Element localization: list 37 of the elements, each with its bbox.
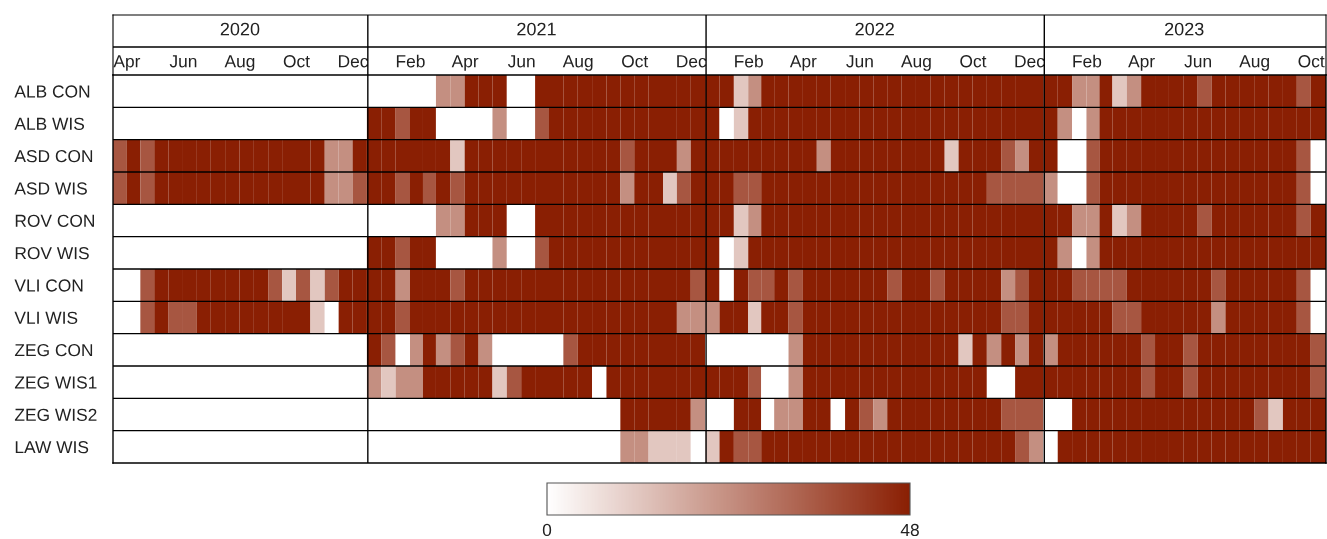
- x-tick-label: Apr: [451, 55, 479, 71]
- x-tick-label: Apr: [789, 55, 817, 71]
- x-tick-label: Oct: [1298, 55, 1325, 68]
- x-tick-label: Apr: [1128, 55, 1155, 71]
- x2-tick-label: 2021: [517, 22, 556, 36]
- x-tick-label: Jun: [1184, 55, 1211, 68]
- y-tick-label: ALB CON: [14, 85, 90, 98]
- x2-tick-label: 2022: [855, 22, 894, 36]
- y-tick-label: ROV WIS: [15, 247, 89, 260]
- y-tick-label: ALB WIS: [14, 117, 85, 130]
- x-tick-label: Feb: [1073, 54, 1102, 68]
- y-tick-label: ZEG WIS1: [14, 376, 97, 389]
- x-tick-label: Oct: [960, 55, 987, 68]
- y-tick-label: LAW WIS: [15, 441, 89, 454]
- y-tick-label: VLI WIS: [14, 311, 78, 324]
- y-tick-label: ASD WIS: [14, 182, 87, 195]
- y-tick-label: ASD CON: [14, 150, 93, 163]
- x2-tick-label: 2020: [220, 22, 260, 36]
- y-tick-label: VLI CON: [14, 279, 83, 292]
- x-tick-label: Jun: [846, 55, 873, 68]
- x-tick-label: Oct: [622, 55, 649, 68]
- x-tick-label: Jun: [169, 55, 197, 68]
- x-tick-label: Feb: [396, 54, 425, 68]
- x2-tick-label: 2023: [1165, 22, 1204, 36]
- x-tick-label: Aug: [224, 55, 255, 71]
- y-tick-label: ZEG CON: [14, 344, 93, 357]
- color-bar-label: 0: [542, 523, 552, 537]
- x-tick-label: Aug: [562, 55, 593, 71]
- color-bar-label: 48: [900, 523, 919, 537]
- x-tick-label: Feb: [735, 54, 763, 68]
- x-tick-label: Aug: [901, 55, 931, 71]
- x-tick-label: Dec: [1015, 55, 1045, 68]
- x-tick-label: Oct: [283, 55, 310, 68]
- x-tick-label: Aug: [1239, 55, 1269, 71]
- x-tick-label: Jun: [507, 55, 535, 68]
- y-tick-label: ZEG WIS2: [14, 408, 97, 421]
- y-tick-label: ROV CON: [15, 214, 94, 227]
